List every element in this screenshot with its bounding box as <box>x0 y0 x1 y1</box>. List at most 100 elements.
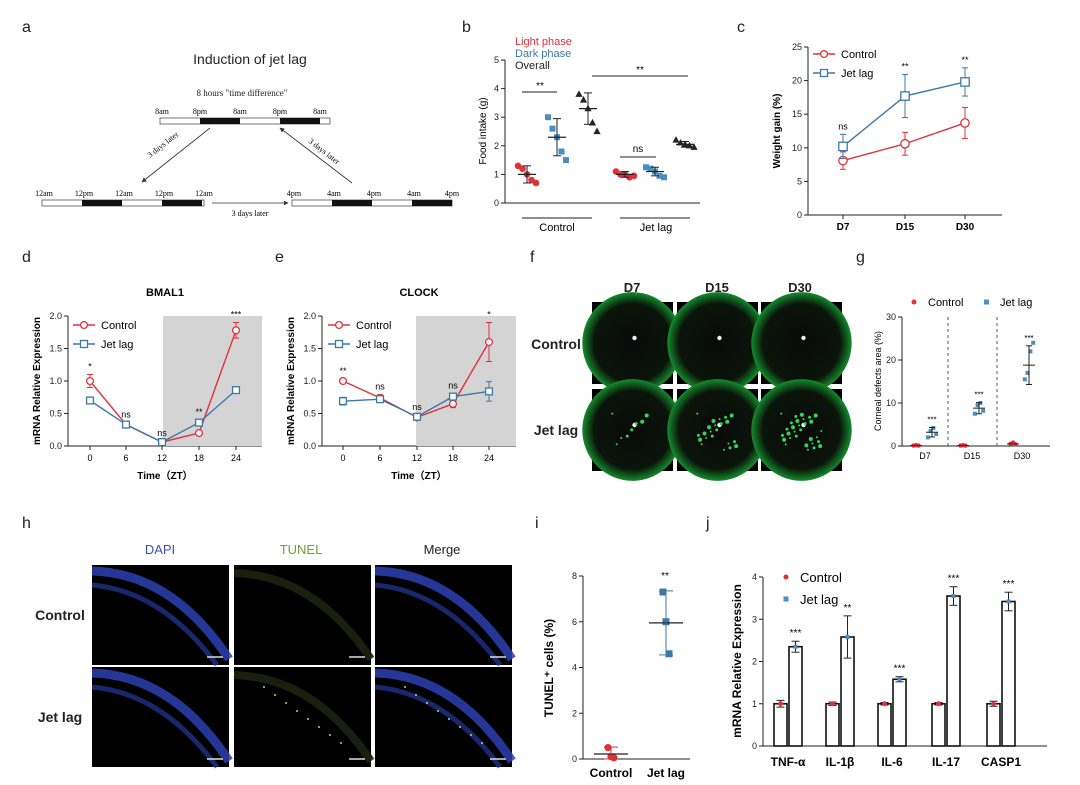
j-y-tick-label: 4 <box>752 572 757 582</box>
arrow-left-down <box>141 127 211 183</box>
cornea-defect-dot <box>702 431 707 436</box>
i-sig-0: ** <box>661 571 669 582</box>
c-x-tick-label: D7 <box>837 222 850 233</box>
e-marker-jetlag <box>375 395 385 404</box>
h-row-jetlag: Jet lag <box>38 709 82 725</box>
c-marker-control <box>900 138 910 149</box>
g-sig-2: *** <box>1024 334 1033 343</box>
cornea-defect-dot <box>799 412 804 417</box>
panel-letter-e: e <box>275 249 284 266</box>
g-point-jetlag <box>975 403 980 408</box>
c-x-tick-label: D30 <box>956 222 975 233</box>
b-point-square <box>545 114 551 121</box>
e-x-tick-label: 0 <box>340 453 345 463</box>
micrograph-frame <box>92 667 229 767</box>
h-col-dapi: DAPI <box>145 542 175 557</box>
j-point-control <box>882 701 887 707</box>
j-legend-jetlag: Jet lag <box>800 592 838 607</box>
cornea-defect-dot <box>630 428 634 432</box>
d-marker-jetlag <box>85 396 95 405</box>
cornea-defect-dot <box>794 434 798 438</box>
g-x-tick-label: D15 <box>964 451 981 461</box>
j-x-tick-label: IL-6 <box>881 755 903 769</box>
b-sig-1: ** <box>536 81 544 92</box>
d-y-tick-label: 0.5 <box>49 409 62 419</box>
g-x-tick-label: D30 <box>1014 451 1031 461</box>
chart-e-clock: 0.0 0.5 1.0 1.5 2.0 0 6 12 18 24 CLOCK Time（ZT） mRNA… <box>286 287 516 482</box>
cornea-defect-dot <box>812 446 816 450</box>
panel-letter-d: d <box>22 249 31 266</box>
b-sig-2: ** <box>636 65 644 76</box>
e-sig-0: ** <box>339 366 347 376</box>
tunel-positive-cell <box>329 734 331 736</box>
b-point-square <box>558 148 565 155</box>
micrograph-frame <box>92 565 229 665</box>
panel-letter-f: f <box>530 249 535 266</box>
g-y-tick-label: 0 <box>891 441 896 451</box>
j-y-tick-label: 0 <box>752 741 757 751</box>
cornea-reflection <box>717 335 722 341</box>
dapi-inner-layer <box>374 582 503 667</box>
e-marker-jetlag <box>484 387 494 396</box>
bottom-right-dark-1 <box>332 200 372 206</box>
e-sig-4: * <box>487 310 491 320</box>
cornea-defect-dot <box>815 436 818 439</box>
c-y-tick-label: 25 <box>792 42 802 52</box>
cornea-reflection <box>632 335 637 341</box>
cornea-defect-dot <box>709 430 712 433</box>
e-marker-jetlag <box>412 412 422 421</box>
tunel-positive-cell <box>415 694 417 696</box>
g-point-jetlag <box>1031 340 1036 345</box>
bottom-right-dark-2 <box>412 200 452 206</box>
b-point-circle <box>519 165 526 172</box>
later-bottom-label: 3 days later <box>232 209 269 218</box>
j-bar-control <box>877 702 892 747</box>
g-legend-control: Control <box>928 297 963 309</box>
g-legend-marker-control <box>911 299 917 305</box>
tunel-positive-cell <box>307 718 309 720</box>
d-sig-3: ** <box>195 407 203 417</box>
j-point-control <box>830 701 835 707</box>
b-legend-1: Dark phase <box>515 48 571 60</box>
top-tick-3: 8am <box>233 107 248 116</box>
g-y-tick-label: 10 <box>886 398 896 408</box>
b-point-square <box>563 157 569 164</box>
g-point-jetlag <box>1025 370 1030 375</box>
cornea-defect-dot <box>696 433 700 437</box>
cornea-defect-dot <box>784 443 787 446</box>
d-marker-jetlag <box>121 420 131 429</box>
micrograph-frame <box>375 667 512 767</box>
g-point-jetlag <box>981 408 986 413</box>
d-x-tick-label: 18 <box>194 453 204 463</box>
panel-letter-j: j <box>705 515 710 532</box>
i-y-tick-label: 6 <box>572 617 577 627</box>
left-tick-1: 12am <box>35 189 54 198</box>
e-marker-control <box>448 399 458 408</box>
d-marker-jetlag <box>231 386 241 395</box>
cornea-defect-dot <box>811 442 814 445</box>
cornea-defect-dot <box>615 443 618 446</box>
j-bar-control <box>773 702 788 747</box>
j-point-jetlag <box>897 677 902 682</box>
i-point-jetlag <box>659 588 667 596</box>
cornea-defect-dot <box>644 413 649 418</box>
tunel-positive-cell <box>318 726 320 728</box>
j-point-control <box>991 701 996 707</box>
e-y-tick-label: 1.5 <box>303 344 316 354</box>
panel-letter-a: a <box>22 19 31 36</box>
d-marker-jetlag <box>157 438 167 447</box>
g-legend-marker-jetlag <box>984 299 989 305</box>
cornea-defect-dot <box>789 436 792 439</box>
bottom-left-bar <box>41 199 205 207</box>
d-marker-control <box>194 428 204 438</box>
cornea-defect-dot <box>698 437 703 442</box>
cornea-defect-dot <box>798 424 801 427</box>
g-point-jetlag <box>925 435 930 440</box>
panel-letter-b: b <box>462 19 471 36</box>
cornea-defect-dot <box>793 430 796 433</box>
e-y-tick-label: 0.5 <box>303 409 316 419</box>
j-sig-1: ** <box>844 603 852 614</box>
cornea-defect-dot <box>795 418 800 423</box>
d-sig-2: ns <box>157 428 167 438</box>
